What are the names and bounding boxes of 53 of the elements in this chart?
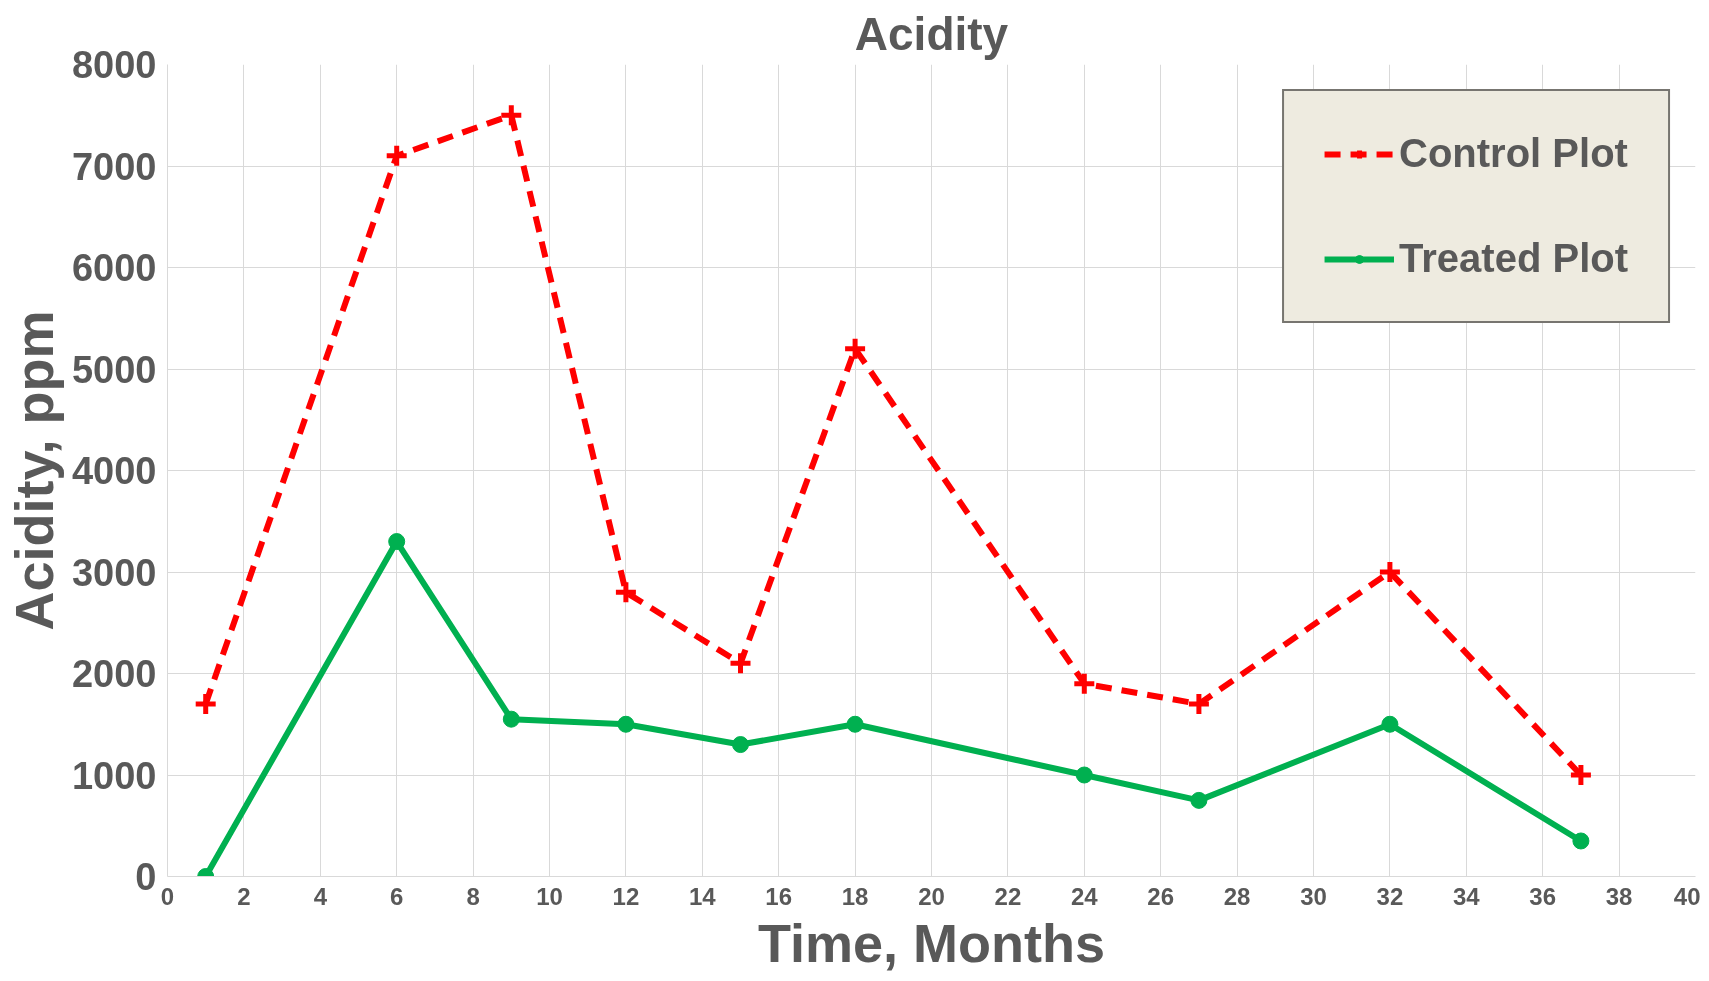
point [1377,559,1403,585]
point [842,336,868,362]
x-tick-label: 24 [1070,882,1099,910]
point [384,143,410,169]
point [502,710,520,728]
point [193,691,219,717]
point [1190,791,1208,809]
point [617,715,635,733]
y-tick-label: 7000 [71,145,157,188]
point [728,650,753,676]
x-tick-label: 28 [1223,882,1251,910]
x-tick-label: 36 [1529,882,1557,910]
y-tick-label: 1000 [71,754,157,797]
y-tick-label: 6000 [71,247,157,289]
x-tick-label: 32 [1376,882,1404,910]
point [1381,715,1399,733]
x-tick-label: 26 [1147,882,1175,910]
x-tick-label: 4 [313,882,328,910]
point [1075,766,1093,784]
chart-title: Acidity [854,7,1009,60]
x-tick-label: 2 [237,882,251,910]
legend-label: Control Plot [1399,131,1628,176]
x-tick-label: 14 [688,882,717,910]
x-tick-label: 18 [841,882,869,910]
point [846,715,864,733]
y-axis-title: Acidity, ppm [3,310,64,631]
x-tick-label: 22 [994,882,1022,910]
point [388,533,406,551]
point [613,579,639,605]
y-tick-label: 4000 [71,450,157,492]
y-tick-label: 2000 [71,653,157,695]
y-tick-label: 8000 [71,44,157,86]
x-tick-label: 0 [160,882,175,910]
x-tick-label: 40 [1673,882,1701,910]
point [1071,671,1097,697]
y-tick-label: 3000 [71,551,157,594]
x-tick-label: 38 [1605,882,1633,910]
point [1572,832,1590,850]
x-tick-label: 10 [536,882,563,910]
legend-label: Treated Plot [1399,236,1628,281]
x-tick-label: 16 [765,882,793,910]
x-tick-label: 8 [466,882,480,910]
x-axis-title: Time, Months [757,912,1106,973]
point [732,736,749,754]
x-tick-label: 6 [390,882,404,910]
point [1186,691,1212,717]
x-tick-label: 12 [612,882,640,910]
y-tick-label: 5000 [71,348,157,391]
x-tick-label: 20 [918,882,945,910]
point [498,102,524,128]
x-tick-label: 30 [1300,882,1327,910]
x-tick-label: 34 [1452,882,1481,910]
point [1568,762,1594,788]
